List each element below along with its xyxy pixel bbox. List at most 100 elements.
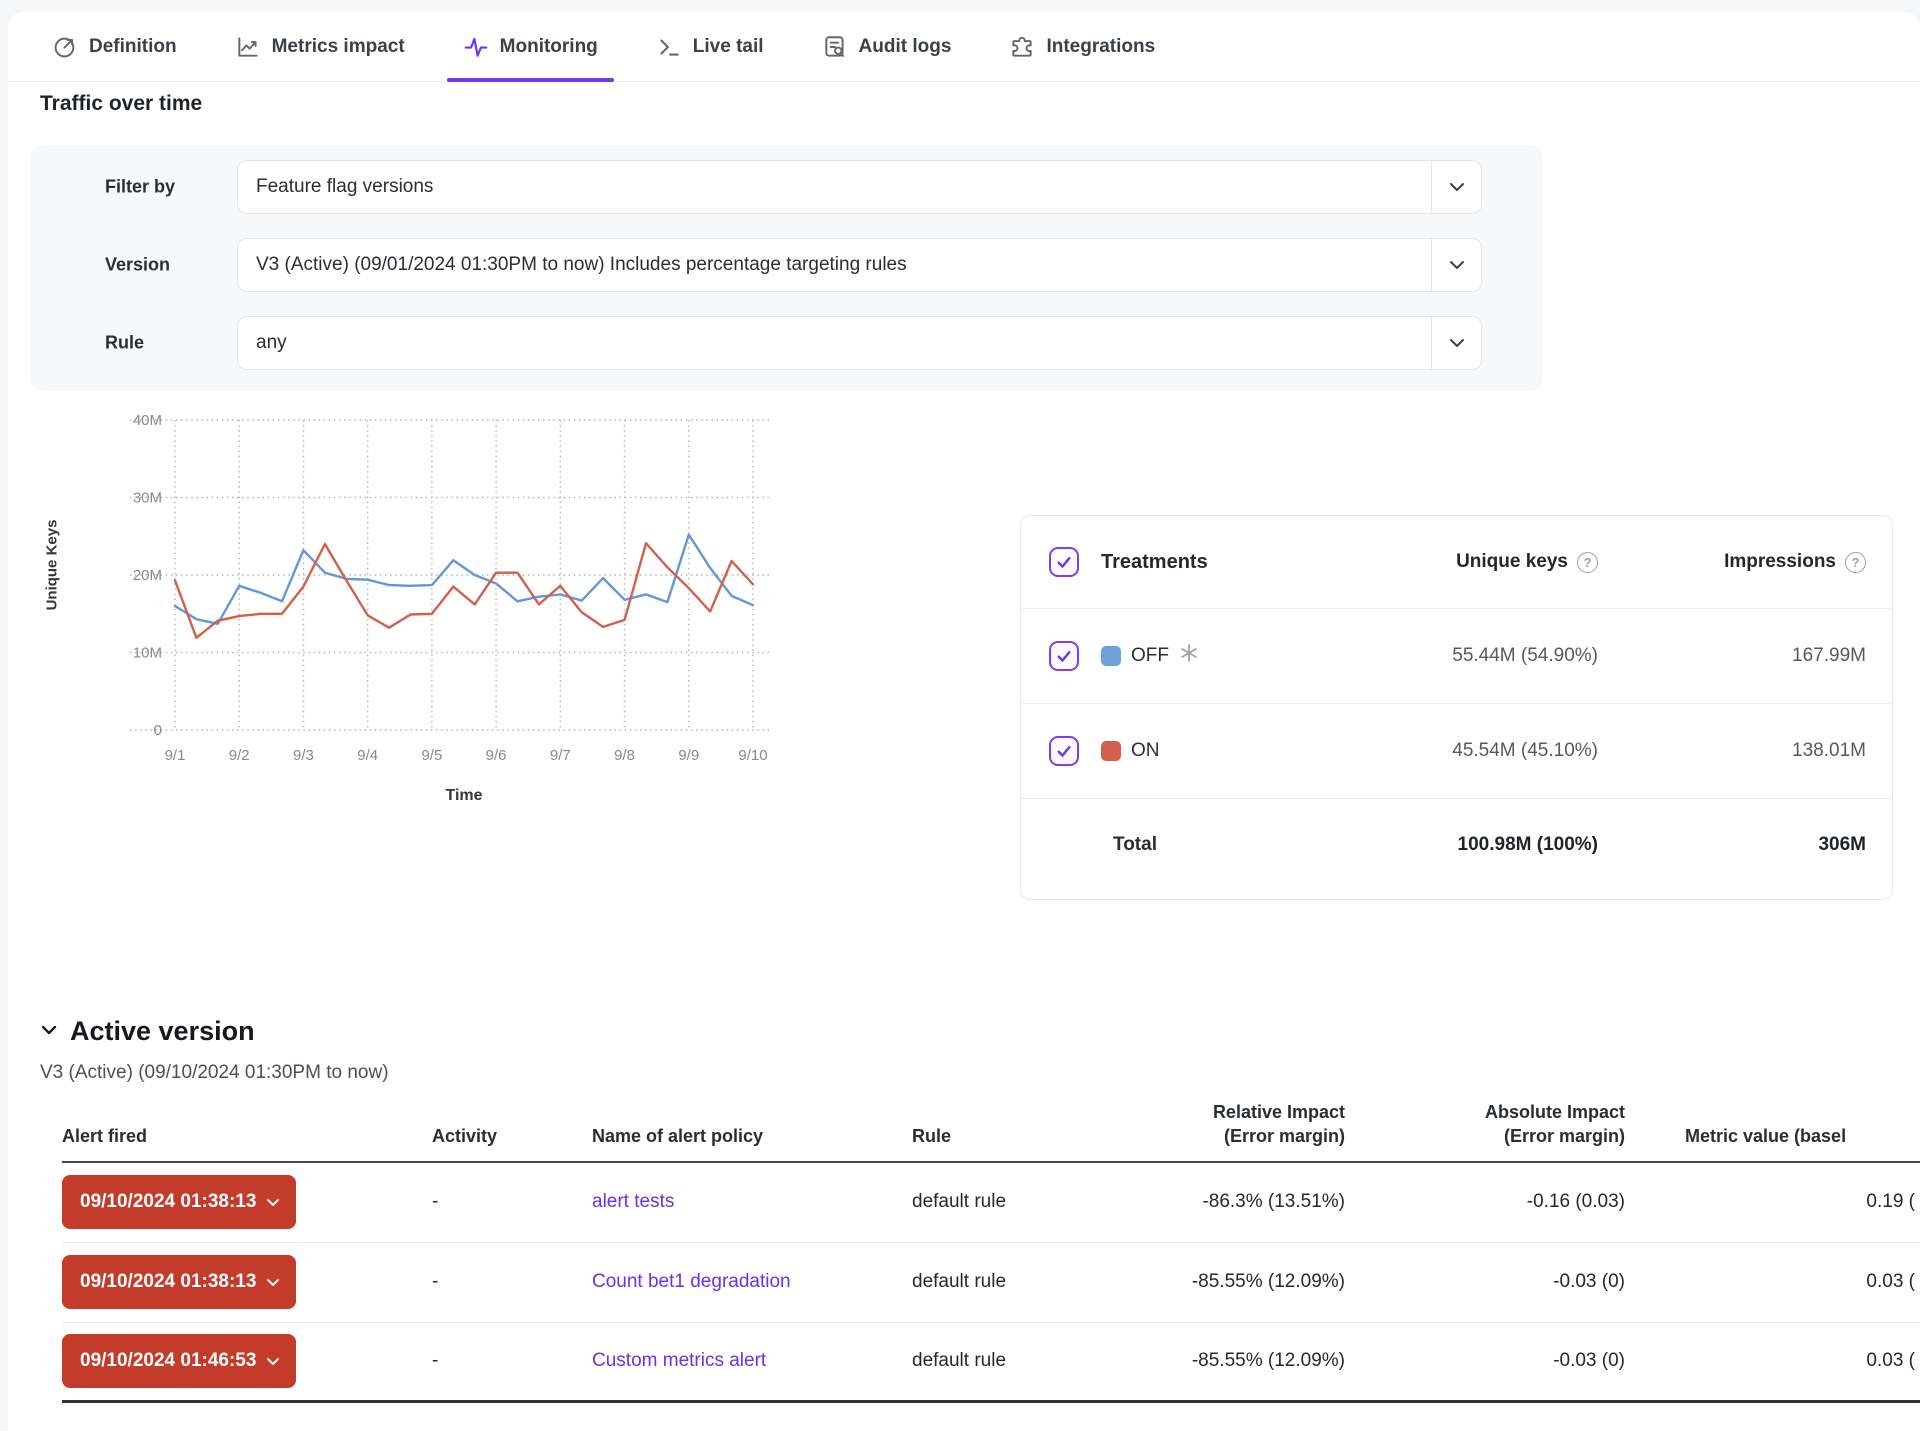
treatments-header-row: Treatments Unique keys ? Impressions ? bbox=[1021, 516, 1892, 609]
treatments-select-all-checkbox[interactable] bbox=[1049, 547, 1079, 577]
col-policy: Name of alert policy bbox=[592, 1124, 912, 1148]
monitoring-page: Definition Metrics impact Monitoring Liv… bbox=[0, 0, 1920, 1431]
monitoring-icon bbox=[463, 34, 489, 60]
impressions-header: Impressions bbox=[1724, 551, 1836, 573]
off-impressions: 167.99M bbox=[1598, 645, 1866, 667]
col-relative-impact: Relative Impact(Error margin) bbox=[1095, 1100, 1345, 1149]
rule-cell: default rule bbox=[912, 1350, 1095, 1372]
active-version-toggle[interactable]: Active version bbox=[40, 1016, 255, 1047]
unique-keys-header: Unique keys bbox=[1456, 551, 1568, 573]
chevron-down-icon[interactable] bbox=[1431, 317, 1481, 369]
tab-label: Definition bbox=[89, 36, 177, 58]
col-rule: Rule bbox=[912, 1124, 1095, 1148]
on-color-swatch bbox=[1101, 741, 1121, 761]
rule-value: any bbox=[238, 332, 1431, 354]
relative-impact-cell: -85.55% (12.09%) bbox=[1095, 1271, 1345, 1293]
svg-text:9/7: 9/7 bbox=[550, 747, 571, 764]
chevron-down-icon bbox=[266, 1357, 280, 1366]
absolute-impact-cell: -0.16 (0.03) bbox=[1345, 1191, 1625, 1213]
svg-text:40M: 40M bbox=[133, 412, 162, 429]
treatment-off-checkbox[interactable] bbox=[1049, 641, 1079, 671]
alert-fired-badge[interactable]: 09/10/2024 01:46:53 bbox=[62, 1334, 296, 1388]
alert-row: 09/10/2024 01:38:13 - Count bet1 degrada… bbox=[62, 1243, 1920, 1323]
tab-label: Metrics impact bbox=[272, 36, 405, 58]
total-impressions: 306M bbox=[1598, 834, 1866, 856]
svg-text:9/6: 9/6 bbox=[486, 747, 507, 764]
tab-audit-logs[interactable]: Audit logs bbox=[816, 12, 958, 82]
filter-by-value: Feature flag versions bbox=[238, 176, 1431, 198]
treatment-name: ON bbox=[1131, 740, 1160, 762]
chevron-down-icon bbox=[266, 1198, 280, 1207]
relative-impact-cell: -85.55% (12.09%) bbox=[1095, 1350, 1345, 1372]
alert-policy-link[interactable]: Custom metrics alert bbox=[592, 1350, 766, 1371]
alert-fired-badge[interactable]: 09/10/2024 01:38:13 bbox=[62, 1175, 296, 1229]
version-row: Version V3 (Active) (09/01/2024 01:30PM … bbox=[30, 238, 1542, 292]
treatment-on-checkbox[interactable] bbox=[1049, 736, 1079, 766]
alert-fired-badge[interactable]: 09/10/2024 01:38:13 bbox=[62, 1255, 296, 1309]
alert-row: 09/10/2024 01:46:53 - Custom metrics ale… bbox=[62, 1323, 1920, 1403]
help-icon[interactable]: ? bbox=[1845, 552, 1866, 573]
tab-metrics-impact[interactable]: Metrics impact bbox=[229, 12, 411, 82]
rule-cell: default rule bbox=[912, 1271, 1095, 1293]
rule-select[interactable]: any bbox=[237, 316, 1482, 370]
treatments-card: Treatments Unique keys ? Impressions ? O… bbox=[1020, 515, 1893, 900]
filter-by-select[interactable]: Feature flag versions bbox=[237, 160, 1482, 214]
treatment-name: OFF bbox=[1131, 645, 1169, 667]
off-unique-keys: 55.44M (54.90%) bbox=[1268, 645, 1598, 667]
rule-cell: default rule bbox=[912, 1191, 1095, 1213]
svg-text:Time: Time bbox=[445, 787, 482, 804]
col-alert-fired: Alert fired bbox=[62, 1124, 432, 1148]
tab-live-tail[interactable]: Live tail bbox=[650, 12, 770, 82]
tab-label: Integrations bbox=[1046, 36, 1155, 58]
live-tail-icon bbox=[656, 34, 682, 60]
active-version-subtitle: V3 (Active) (09/10/2024 01:30PM to now) bbox=[40, 1062, 389, 1084]
col-activity: Activity bbox=[432, 1124, 592, 1148]
version-select[interactable]: V3 (Active) (09/01/2024 01:30PM to now) … bbox=[237, 238, 1482, 292]
off-color-swatch bbox=[1101, 646, 1121, 666]
metric-value-cell: 0.19 ( bbox=[1625, 1191, 1915, 1213]
alerts-header-row: Alert fired Activity Name of alert polic… bbox=[62, 1100, 1920, 1163]
col-absolute-impact: Absolute Impact(Error margin) bbox=[1345, 1100, 1625, 1149]
col-metric-value: Metric value (basel bbox=[1625, 1124, 1915, 1148]
tab-label: Audit logs bbox=[859, 36, 952, 58]
alert-policy-link[interactable]: alert tests bbox=[592, 1191, 674, 1212]
chevron-down-icon bbox=[266, 1278, 280, 1287]
tab-monitoring[interactable]: Monitoring bbox=[457, 12, 604, 82]
activity-cell: - bbox=[432, 1271, 592, 1293]
svg-text:9/3: 9/3 bbox=[293, 747, 314, 764]
tab-definition[interactable]: Definition bbox=[46, 12, 183, 82]
integrations-icon bbox=[1009, 34, 1035, 60]
help-icon[interactable]: ? bbox=[1577, 552, 1598, 573]
chevron-down-icon[interactable] bbox=[1431, 239, 1481, 291]
active-version-title: Active version bbox=[70, 1016, 255, 1047]
metrics-impact-icon bbox=[235, 34, 261, 60]
metric-value-cell: 0.03 ( bbox=[1625, 1350, 1915, 1372]
svg-text:0: 0 bbox=[154, 722, 162, 739]
svg-text:9/1: 9/1 bbox=[165, 747, 186, 764]
definition-icon bbox=[52, 34, 78, 60]
tab-integrations[interactable]: Integrations bbox=[1003, 12, 1161, 82]
svg-text:20M: 20M bbox=[133, 567, 162, 584]
alerts-table: Alert fired Activity Name of alert polic… bbox=[62, 1100, 1920, 1403]
audit-logs-icon bbox=[822, 34, 848, 60]
chevron-down-icon[interactable] bbox=[1431, 161, 1481, 213]
tab-label: Live tail bbox=[693, 36, 764, 58]
activity-cell: - bbox=[432, 1191, 592, 1213]
svg-text:9/5: 9/5 bbox=[421, 747, 442, 764]
version-label: Version bbox=[105, 255, 170, 276]
version-value: V3 (Active) (09/01/2024 01:30PM to now) … bbox=[238, 254, 1431, 276]
tab-bar: Definition Metrics impact Monitoring Liv… bbox=[8, 12, 1920, 82]
svg-text:9/9: 9/9 bbox=[678, 747, 699, 764]
rule-row: Rule any bbox=[30, 316, 1542, 370]
page-title: Traffic over time bbox=[40, 92, 202, 116]
treatments-total-row: Total 100.98M (100%) 306M bbox=[1021, 799, 1892, 891]
traffic-line-chart: 010M20M30M40M9/19/29/39/49/59/69/79/89/9… bbox=[60, 408, 820, 808]
total-label: Total bbox=[1113, 834, 1157, 856]
relative-impact-cell: -86.3% (13.51%) bbox=[1095, 1191, 1345, 1213]
absolute-impact-cell: -0.03 (0) bbox=[1345, 1271, 1625, 1293]
default-treatment-icon bbox=[1179, 643, 1199, 669]
filter-panel: Filter by Feature flag versions Version … bbox=[30, 145, 1542, 391]
y-axis-label: Unique Keys bbox=[44, 520, 61, 611]
alert-policy-link[interactable]: Count bet1 degradation bbox=[592, 1271, 791, 1292]
activity-cell: - bbox=[432, 1350, 592, 1372]
